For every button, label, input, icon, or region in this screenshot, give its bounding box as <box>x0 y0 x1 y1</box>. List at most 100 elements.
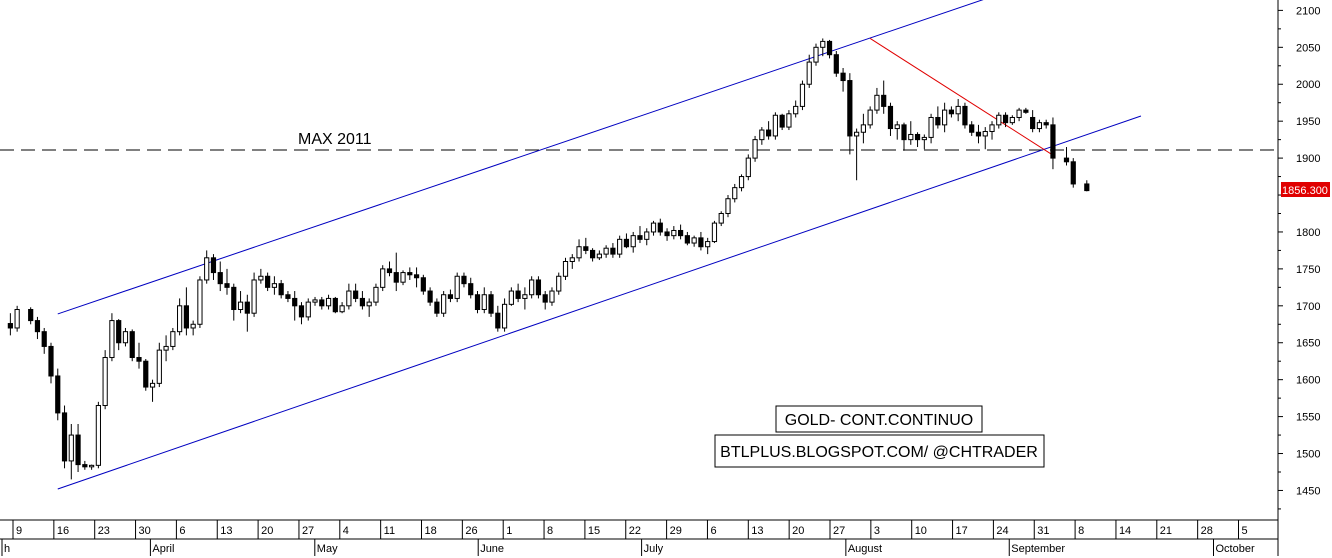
candle-body-down <box>292 297 298 307</box>
candle <box>285 291 291 303</box>
candle-body-down <box>1030 116 1036 130</box>
candle-body-down <box>1043 122 1049 126</box>
y-tick-label: 1500 <box>1296 449 1320 461</box>
candle-body-up <box>738 176 745 189</box>
candle <box>678 224 684 240</box>
candle <box>305 298 311 321</box>
candle <box>89 464 95 470</box>
candle <box>867 106 873 129</box>
candle-body-up <box>596 253 602 259</box>
candle <box>407 267 413 280</box>
candle-body-down <box>833 54 839 74</box>
x-tick-label: 17 <box>956 525 968 537</box>
month-label: September <box>1011 543 1065 555</box>
y-tick-label: 2050 <box>1296 42 1320 54</box>
candle <box>7 313 13 336</box>
x-tick-label: 5 <box>1242 525 1248 537</box>
y-axis: 1450 1500 1550 1600 1650 1700 1750 1800 1900 1950… <box>1278 5 1320 510</box>
candle <box>881 80 887 114</box>
candle <box>1023 107 1029 114</box>
candle <box>901 122 907 151</box>
x-tick-label: 8 <box>1078 525 1084 537</box>
candle-body-down <box>779 114 785 128</box>
candle-body-up <box>732 187 738 200</box>
candle <box>393 252 399 292</box>
candle <box>766 121 772 140</box>
candle <box>190 320 196 336</box>
candle-body-up <box>454 275 460 299</box>
candle <box>738 174 745 192</box>
candle <box>1030 110 1036 133</box>
candle <box>82 460 88 470</box>
candle-body-up <box>860 124 866 133</box>
candle <box>556 272 562 295</box>
candle <box>942 102 948 133</box>
candle-body-up <box>258 275 264 281</box>
candle <box>637 226 643 244</box>
candle-body-down <box>143 360 149 388</box>
candle <box>711 220 718 244</box>
x-tick-label: 10 <box>915 525 927 537</box>
candle-body-down <box>515 290 521 299</box>
candle-body-up <box>170 331 176 347</box>
candle-body-up <box>501 303 508 329</box>
x-tick-label: 6 <box>710 525 716 537</box>
x-tick-label: 20 <box>792 525 804 537</box>
candle-body-up <box>366 301 372 307</box>
candle-body-down <box>285 294 291 299</box>
candle-body-up <box>603 247 609 255</box>
x-tick-label: 14 <box>1119 525 1131 537</box>
candle <box>251 272 257 317</box>
candle <box>786 110 792 131</box>
candle <box>183 287 189 336</box>
candle <box>359 291 366 310</box>
candle <box>143 358 149 391</box>
candle <box>732 183 738 203</box>
channel-upper-line <box>57 0 984 315</box>
red-trendline <box>869 38 1054 156</box>
candle-body-down <box>589 249 596 259</box>
candle <box>197 276 203 328</box>
candle-body-up <box>68 434 74 462</box>
month-label: h <box>4 543 10 555</box>
x-tick-label: 6 <box>179 525 185 537</box>
candle-body-up <box>14 309 20 329</box>
candle <box>434 298 440 317</box>
candle-body-down <box>447 294 454 299</box>
candle-body-down <box>766 129 772 137</box>
candle <box>380 265 386 292</box>
candle <box>14 305 20 332</box>
candle <box>413 267 420 288</box>
candle-body-up <box>854 131 860 137</box>
y-tick-label: 1550 <box>1296 412 1320 424</box>
candle-body-up <box>813 46 819 63</box>
candle-body-down <box>386 268 393 274</box>
x-tick-label: 11 <box>384 525 395 537</box>
candle-body-down <box>488 294 494 314</box>
candle-body-up <box>745 157 751 178</box>
candle <box>562 257 569 280</box>
candle-body-down <box>583 246 589 251</box>
candle-body-down <box>434 301 440 314</box>
candle <box>772 112 778 140</box>
candle-body-up <box>346 290 352 307</box>
candle <box>982 127 988 150</box>
candle <box>75 423 81 472</box>
month-label: April <box>152 543 174 555</box>
candle-body-up <box>95 405 101 466</box>
y-tick-label: 1750 <box>1296 264 1320 276</box>
candle <box>610 243 616 258</box>
candle <box>589 248 596 262</box>
y-tick-label: 1900 <box>1296 153 1320 165</box>
candle <box>231 283 237 321</box>
candle <box>427 287 433 306</box>
candles <box>7 38 1090 480</box>
y-tick-label: 1450 <box>1296 485 1320 497</box>
x-tick-label: 26 <box>465 525 477 537</box>
candle-body-up <box>156 349 162 384</box>
candle <box>41 327 47 354</box>
candle-body-down <box>1084 183 1090 192</box>
candle <box>623 233 630 249</box>
last-price-tag: 1856.300 <box>1281 182 1330 197</box>
title-box-2: BTLPLUS.BLOGSPOT.COM/ @CHTRADER <box>714 434 1045 468</box>
